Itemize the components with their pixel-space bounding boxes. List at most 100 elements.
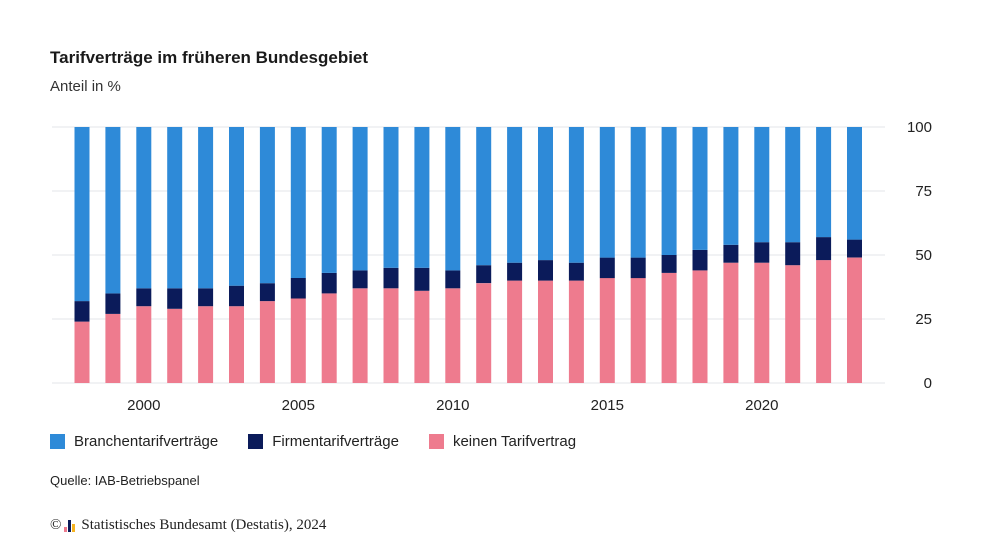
- bar-segment-2018-s2[interactable]: [692, 127, 708, 250]
- legend-label-keinen: keinen Tarifvertrag: [452, 433, 577, 450]
- bar-segment-2002-s2[interactable]: [198, 127, 214, 289]
- bar-segment-2010-s2[interactable]: [445, 127, 461, 271]
- bar-segment-2004-s0[interactable]: [259, 301, 275, 383]
- bar-segment-2013-s2[interactable]: [538, 127, 553, 261]
- x-tick-label: 2020: [745, 397, 778, 414]
- bar-segment-2004-s1[interactable]: [259, 283, 275, 302]
- bar-segment-2009-s1[interactable]: [414, 267, 430, 291]
- legend-item-firmen[interactable]: Firmentarifverträge: [248, 433, 399, 450]
- bar-segment-2012-s2[interactable]: [507, 127, 523, 263]
- bar-segment-2007-s2[interactable]: [352, 127, 368, 271]
- legend-swatch-branchen: [50, 434, 65, 449]
- bar-segment-2023-s2[interactable]: [847, 127, 862, 240]
- bar-segment-2003-s0[interactable]: [229, 306, 244, 383]
- bar-segment-1999-s1[interactable]: [105, 293, 121, 314]
- bar-segment-2005-s0[interactable]: [290, 298, 306, 384]
- bar-segment-2020-s0[interactable]: [754, 262, 770, 383]
- bar-segment-2013-s1[interactable]: [538, 260, 553, 281]
- bar-segment-2006-s1[interactable]: [321, 272, 337, 294]
- bar-segment-2006-s2[interactable]: [321, 127, 337, 273]
- bar-segment-2009-s0[interactable]: [414, 290, 430, 383]
- bars: [74, 127, 862, 384]
- bar-segment-2000-s0[interactable]: [136, 306, 152, 383]
- bar-segment-2012-s0[interactable]: [507, 280, 523, 383]
- chart-title: Tarifverträge im früheren Bundesgebiet: [50, 48, 369, 67]
- x-tick-label: 2000: [127, 397, 160, 414]
- legend-swatch-keinen: [428, 434, 444, 449]
- bar-segment-2001-s2[interactable]: [167, 127, 183, 289]
- bar-segment-2015-s2[interactable]: [599, 127, 615, 258]
- bar-segment-2022-s1[interactable]: [816, 237, 832, 261]
- bar-segment-2020-s2[interactable]: [754, 127, 770, 243]
- bar-segment-2000-s1[interactable]: [136, 288, 152, 307]
- grid-lines: [52, 126, 885, 384]
- bar-segment-2008-s2[interactable]: [383, 127, 399, 268]
- bar-segment-2019-s1[interactable]: [723, 244, 739, 263]
- bar-segment-2003-s2[interactable]: [229, 127, 244, 286]
- bar-segment-2011-s2[interactable]: [476, 127, 492, 266]
- destatis-bar-logo-icon: [64, 519, 76, 532]
- bar-segment-2005-s2[interactable]: [290, 127, 306, 278]
- bar-segment-2012-s1[interactable]: [507, 262, 523, 281]
- bar-segment-2023-s0[interactable]: [847, 257, 862, 383]
- bar-segment-1999-s0[interactable]: [105, 313, 121, 383]
- bar-segment-2001-s1[interactable]: [167, 288, 183, 309]
- y-tick-label: 25: [915, 311, 932, 328]
- bar-segment-2021-s2[interactable]: [785, 127, 801, 243]
- bar-segment-2000-s2[interactable]: [136, 127, 152, 289]
- bar-segment-2016-s0[interactable]: [630, 278, 646, 383]
- bar-segment-2020-s1[interactable]: [754, 242, 770, 263]
- legend-swatch-firmen: [248, 434, 264, 449]
- x-axis-ticks: 2000 2005 2010 2015 2020: [127, 397, 778, 414]
- bar-segment-2014-s0[interactable]: [568, 280, 584, 383]
- bar-segment-2016-s1[interactable]: [630, 257, 646, 279]
- bar-segment-2018-s0[interactable]: [692, 270, 708, 383]
- bar-segment-2023-s1[interactable]: [847, 239, 862, 258]
- bar-segment-2002-s0[interactable]: [198, 306, 214, 383]
- bar-segment-2017-s2[interactable]: [661, 127, 677, 255]
- bar-segment-1998-s2[interactable]: [74, 127, 90, 302]
- bar-segment-2004-s2[interactable]: [259, 127, 275, 284]
- bar-segment-2017-s1[interactable]: [661, 255, 677, 273]
- bar-segment-2007-s0[interactable]: [352, 288, 368, 383]
- y-axis-ticks: 0 25 50 75 100: [907, 119, 932, 392]
- bar-segment-2010-s0[interactable]: [445, 288, 461, 383]
- bar-segment-2019-s0[interactable]: [723, 262, 739, 383]
- bar-segment-2014-s1[interactable]: [568, 262, 584, 281]
- legend-item-keinen[interactable]: keinen Tarifvertrag: [428, 433, 577, 450]
- bar-segment-1998-s1[interactable]: [74, 301, 90, 322]
- bar-segment-2008-s0[interactable]: [383, 288, 399, 383]
- bar-segment-2018-s1[interactable]: [692, 249, 708, 271]
- chart-subtitle: Anteil in %: [50, 78, 121, 95]
- bar-segment-2011-s0[interactable]: [476, 283, 492, 383]
- bar-segment-2006-s0[interactable]: [321, 293, 337, 383]
- bar-segment-1999-s2[interactable]: [105, 127, 121, 294]
- legend-label-branchen: Branchentarifverträge: [74, 433, 219, 450]
- bar-segment-2021-s1[interactable]: [785, 242, 801, 266]
- bar-segment-2013-s0[interactable]: [538, 280, 553, 383]
- bar-segment-2017-s0[interactable]: [661, 272, 677, 383]
- bar-segment-2002-s1[interactable]: [198, 288, 214, 307]
- bar-segment-2008-s1[interactable]: [383, 267, 399, 289]
- bar-segment-2021-s0[interactable]: [785, 265, 801, 383]
- legend-item-branchen[interactable]: Branchentarifverträge: [50, 433, 218, 450]
- bar-segment-2005-s1[interactable]: [290, 278, 306, 299]
- x-tick-label: 2010: [436, 397, 469, 414]
- bar-segment-2003-s1[interactable]: [229, 285, 244, 307]
- bar-segment-1998-s0[interactable]: [74, 321, 90, 383]
- bar-segment-2014-s2[interactable]: [568, 127, 584, 263]
- bar-segment-2022-s2[interactable]: [816, 127, 832, 238]
- y-tick-label: 100: [907, 119, 932, 136]
- bar-segment-2015-s0[interactable]: [599, 278, 615, 383]
- bar-segment-2019-s2[interactable]: [723, 127, 739, 245]
- bar-segment-2016-s2[interactable]: [630, 127, 646, 258]
- bar-segment-2011-s1[interactable]: [476, 265, 492, 284]
- y-tick-label: 50: [915, 247, 932, 264]
- bar-segment-2007-s1[interactable]: [352, 270, 368, 289]
- bar-segment-2001-s0[interactable]: [167, 308, 183, 383]
- bar-segment-2015-s1[interactable]: [599, 257, 615, 279]
- bar-segment-2009-s2[interactable]: [414, 127, 430, 268]
- bar-segment-2010-s1[interactable]: [445, 270, 461, 289]
- bar-segment-2022-s0[interactable]: [816, 260, 832, 383]
